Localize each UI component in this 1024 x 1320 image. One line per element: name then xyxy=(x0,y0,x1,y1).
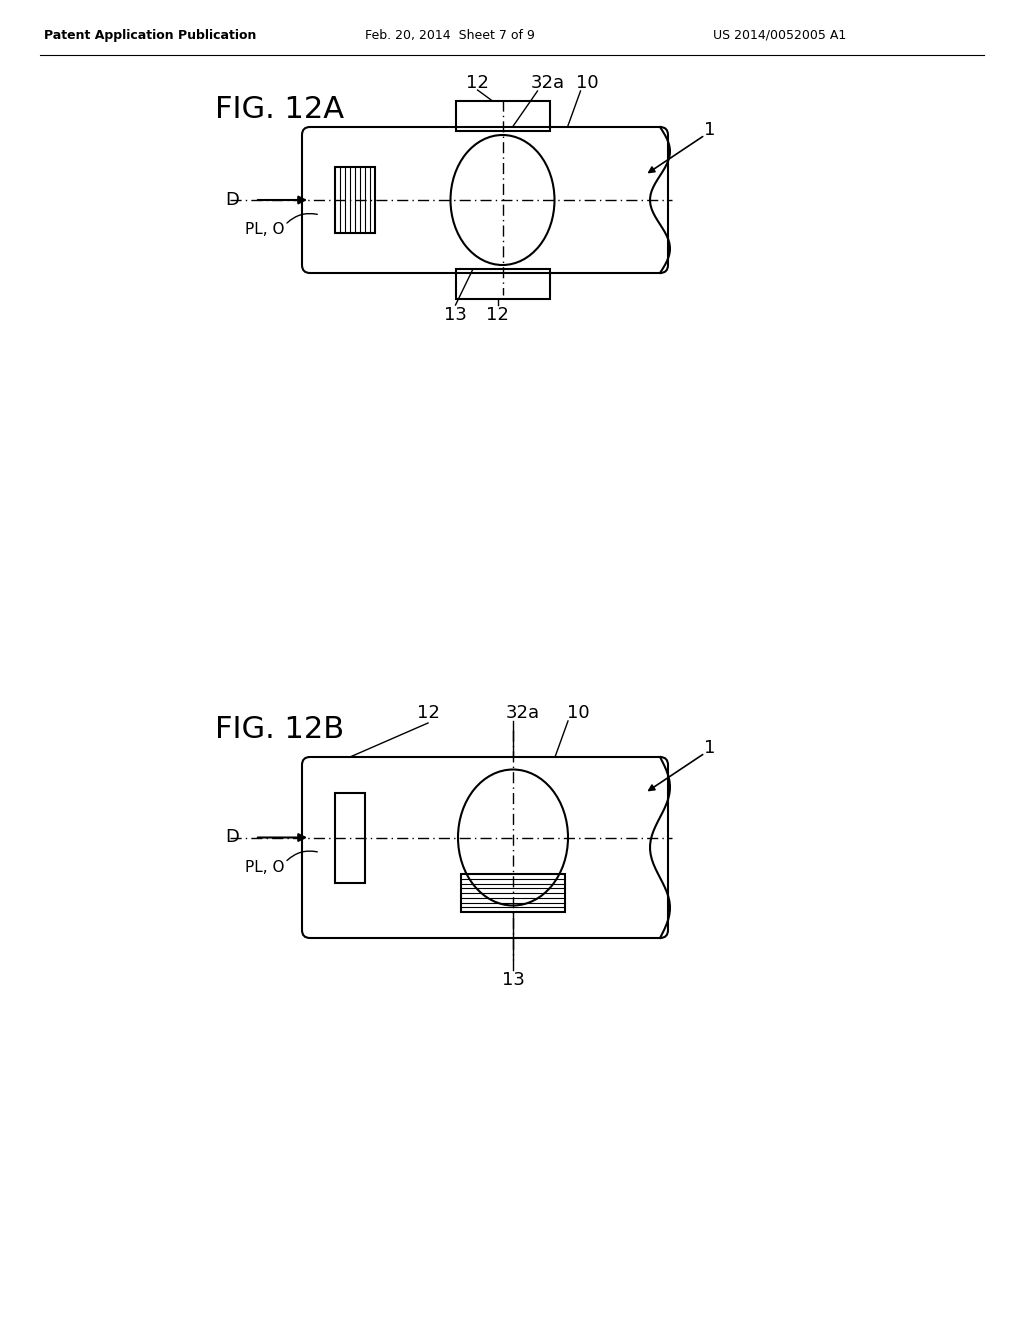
Text: FIG. 12A: FIG. 12A xyxy=(215,95,344,124)
Text: 13: 13 xyxy=(444,306,467,323)
Text: D: D xyxy=(225,191,239,209)
Text: 10: 10 xyxy=(577,74,599,92)
Text: PL, O: PL, O xyxy=(245,861,285,875)
Text: 13: 13 xyxy=(502,972,524,989)
Text: 12: 12 xyxy=(466,74,488,92)
Text: D: D xyxy=(225,829,239,846)
Text: Patent Application Publication: Patent Application Publication xyxy=(44,29,256,41)
Bar xyxy=(456,269,550,300)
Text: PL, O: PL, O xyxy=(245,223,285,238)
Text: 1: 1 xyxy=(705,739,716,756)
Bar xyxy=(461,874,565,912)
Text: FIG. 12B: FIG. 12B xyxy=(215,715,344,744)
Text: 32a: 32a xyxy=(506,704,540,722)
Text: 12: 12 xyxy=(486,306,509,323)
Bar xyxy=(335,168,375,234)
Bar xyxy=(456,102,550,131)
Text: US 2014/0052005 A1: US 2014/0052005 A1 xyxy=(714,29,847,41)
Text: 32a: 32a xyxy=(530,74,564,92)
Text: 12: 12 xyxy=(417,704,439,722)
Text: Feb. 20, 2014  Sheet 7 of 9: Feb. 20, 2014 Sheet 7 of 9 xyxy=(366,29,535,41)
Text: 10: 10 xyxy=(566,704,590,722)
Text: 1: 1 xyxy=(705,121,716,139)
Bar xyxy=(335,792,365,883)
